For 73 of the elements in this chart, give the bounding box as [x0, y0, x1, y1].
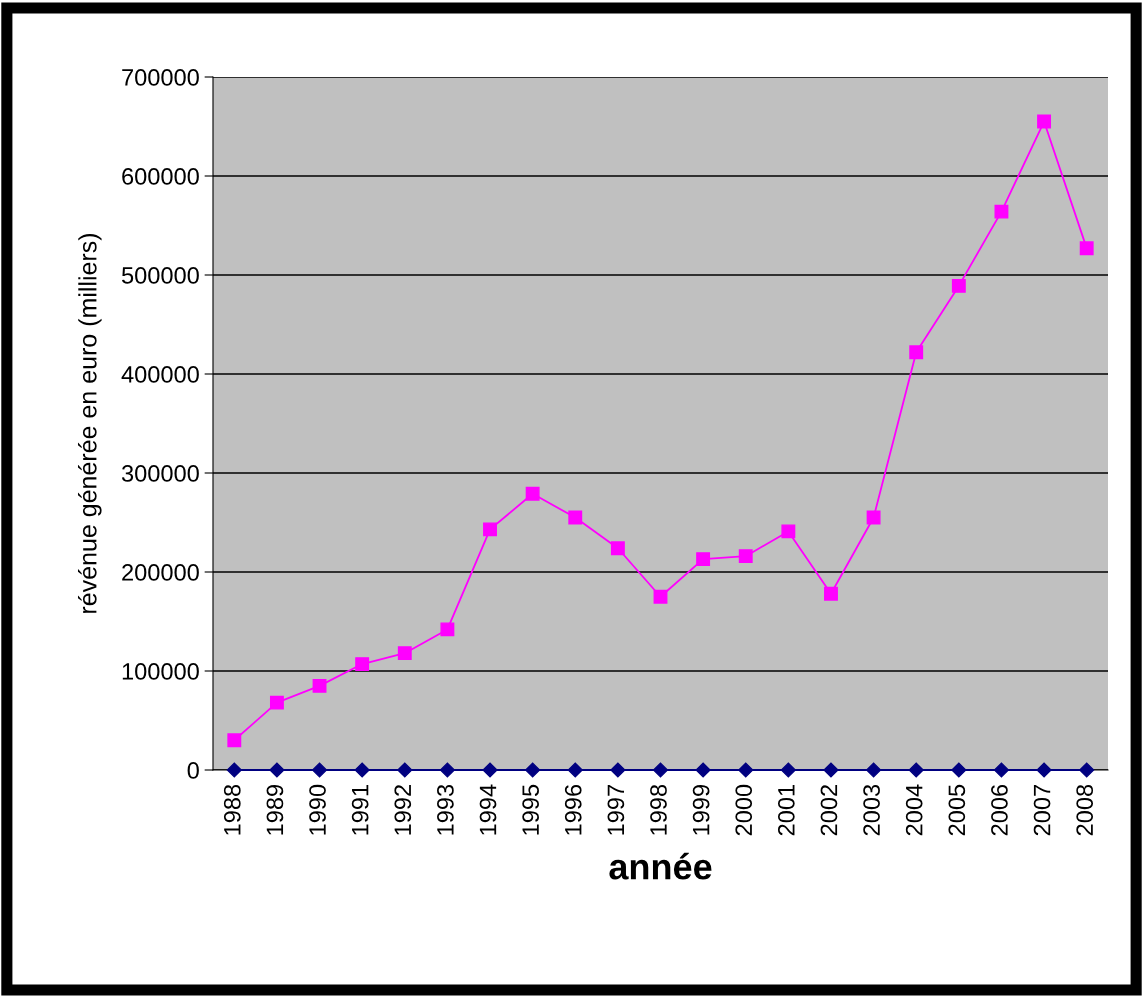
x-tick-label: 2008 [1076, 784, 1094, 836]
point [525, 486, 540, 501]
x-tick-label: 1994 [479, 784, 497, 835]
point [738, 549, 753, 564]
x-tick-label: 1996 [564, 784, 582, 835]
x-tick-label: 1993 [437, 784, 454, 835]
x-tick-label: 1988 [223, 784, 241, 835]
x-tick-label: 1997 [607, 785, 625, 835]
y-tick-label: 700000 [122, 69, 199, 86]
point [824, 586, 838, 601]
x-tick-label: 1989 [266, 785, 284, 835]
y-axis-title: révénue générée en euro (milliers) [77, 233, 102, 613]
point [780, 762, 796, 778]
x-tick-label: 2005 [948, 784, 966, 836]
point [397, 646, 412, 661]
point [951, 762, 967, 778]
y-tick-label: 600000 [122, 168, 199, 185]
point [610, 762, 626, 778]
y-tick-label: 0 [187, 762, 199, 779]
point [1036, 762, 1052, 778]
point [483, 522, 497, 537]
point [908, 762, 924, 778]
x-axis-title: année [609, 852, 712, 880]
x-tick-label: 2007 [1033, 785, 1051, 836]
x-tick-label: 2003 [863, 784, 880, 836]
point [439, 762, 455, 778]
point [866, 762, 882, 778]
point [525, 762, 541, 778]
x-tick-label: 2001 [777, 785, 795, 836]
point [226, 762, 242, 778]
point [652, 762, 669, 778]
point [311, 762, 328, 778]
x-tick-label: 1999 [692, 785, 710, 835]
y-tick-label: 300000 [121, 465, 199, 482]
point [567, 762, 583, 778]
point [482, 762, 498, 778]
point [696, 552, 711, 567]
point [354, 762, 370, 778]
x-tick-label: 1992 [394, 785, 412, 835]
point [610, 541, 625, 556]
point [1037, 114, 1052, 129]
point [1079, 762, 1095, 778]
x-tick-label: 2004 [905, 784, 923, 836]
x-tick-label: 2002 [820, 785, 838, 836]
point [1079, 241, 1094, 256]
point [312, 678, 327, 693]
point [355, 657, 370, 672]
point [653, 589, 668, 604]
point [994, 204, 1009, 219]
x-tick-label: 1998 [650, 784, 667, 835]
point [993, 762, 1010, 778]
y-tick-label: 400000 [121, 366, 199, 383]
point [440, 622, 455, 637]
point [781, 524, 796, 539]
x-tick-label: 1995 [522, 784, 539, 835]
point [269, 695, 284, 710]
x-tick-label: 1990 [309, 784, 326, 835]
x-tick-label: 2006 [991, 784, 1008, 836]
point [909, 345, 924, 360]
point [738, 762, 754, 778]
point [568, 510, 583, 525]
point [951, 278, 966, 293]
point [866, 510, 881, 525]
y-tick-label: 200000 [122, 564, 199, 581]
y-tick-label: 100000 [122, 663, 199, 680]
point [823, 762, 839, 778]
x-tick-label: 2000 [735, 784, 753, 836]
point [227, 733, 242, 748]
point [397, 762, 413, 778]
point [695, 762, 711, 778]
x-tick-label: 1991 [351, 785, 369, 835]
y-tick-label: 500000 [121, 267, 199, 284]
point [269, 762, 285, 778]
